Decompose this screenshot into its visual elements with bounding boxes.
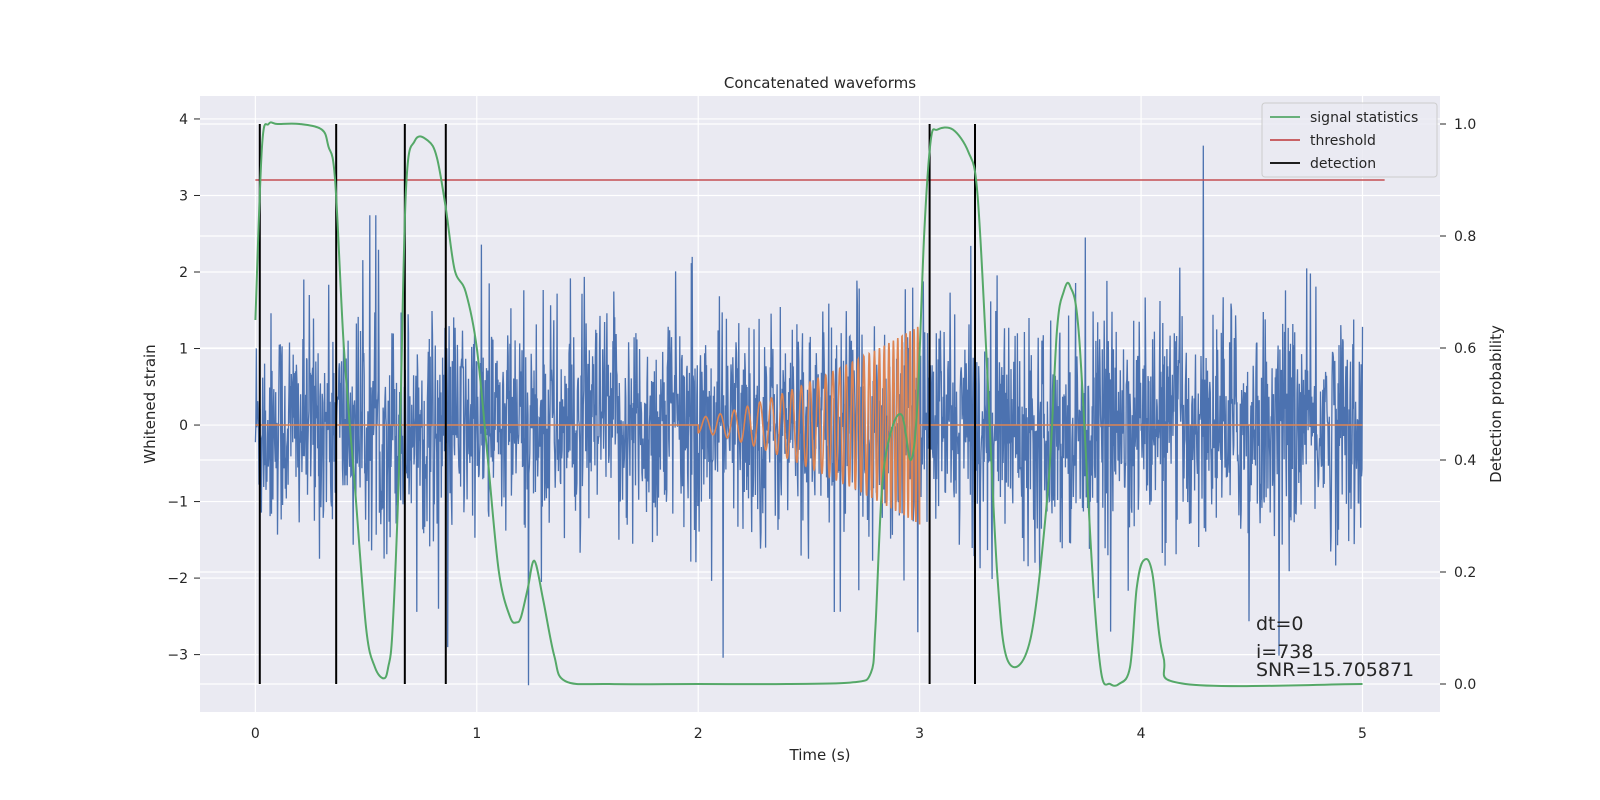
x-axis-ticks: 0 1 2 3 4 5	[251, 726, 1367, 742]
y-tick-label: −3	[167, 648, 188, 664]
y-axis-title: Whitened strain	[141, 344, 159, 463]
x-tick-label: 4	[1137, 726, 1146, 742]
x-tick-label: 0	[251, 726, 260, 742]
legend-box	[1261, 102, 1438, 178]
y-axis-ticks: −3 −2 −1 0 1 2 3 4	[167, 112, 200, 664]
signal-statistics-series	[254, 121, 1363, 688]
grid	[200, 96, 1440, 712]
x-tick-label: 1	[472, 726, 481, 742]
strain-series	[254, 145, 1364, 686]
chart-title: Concatenated waveforms	[724, 74, 916, 92]
y2-tick-label: 0.0	[1454, 677, 1476, 693]
x-axis-title: Time (s)	[789, 746, 851, 764]
legend-label-signal: signal statistics	[1310, 110, 1418, 126]
signal-statistics-line	[254, 121, 1363, 688]
waveform-line	[255, 326, 1363, 525]
annotation-snr: SNR=15.705871	[1256, 659, 1414, 681]
annotation-index: i=738	[1256, 641, 1313, 663]
x-tick-label: 2	[694, 726, 703, 742]
annotation-dt: dt=0	[1256, 613, 1304, 635]
y-tick-label: 0	[179, 418, 188, 434]
y-tick-label: 3	[179, 188, 188, 204]
y2-tick-label: 0.6	[1454, 341, 1476, 357]
legend: signal statistics threshold detection	[1261, 102, 1438, 178]
x-tick-label: 5	[1358, 726, 1367, 742]
y2-tick-label: 0.2	[1454, 565, 1476, 581]
y2-tick-label: 0.4	[1454, 453, 1476, 469]
detection-series	[258, 124, 976, 684]
strain-line	[254, 145, 1364, 686]
x-tick-label: 3	[915, 726, 924, 742]
y-tick-label: −1	[167, 495, 188, 511]
y2-tick-label: 1.0	[1454, 117, 1476, 133]
y-tick-label: −2	[167, 571, 188, 587]
y-tick-label: 2	[179, 265, 188, 281]
waveform-series	[255, 326, 1363, 525]
y-tick-label: 4	[179, 112, 188, 128]
y2-axis-title: Detection probability	[1487, 325, 1505, 483]
legend-label-threshold: threshold	[1310, 133, 1376, 149]
y-tick-label: 1	[179, 342, 188, 358]
y2-tick-label: 0.8	[1454, 229, 1476, 245]
y2-axis-ticks: 0.0 0.2 0.4 0.6 0.8 1.0	[1440, 117, 1476, 693]
annotations: dt=0 i=738 SNR=15.705871	[1256, 613, 1414, 681]
legend-label-detection: detection	[1310, 156, 1376, 172]
